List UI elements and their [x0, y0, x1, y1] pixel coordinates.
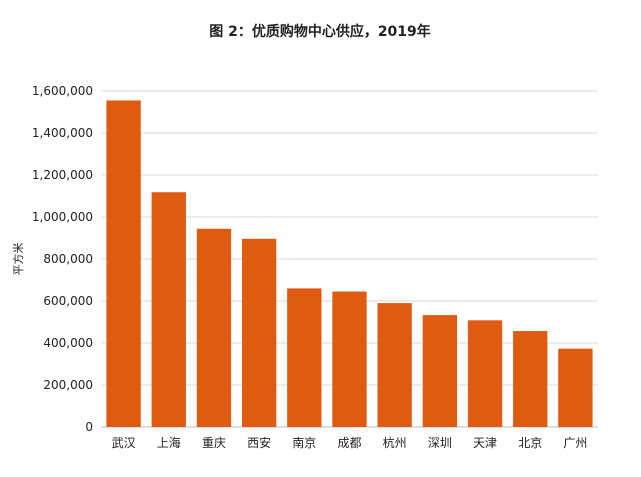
- bar-8: [422, 315, 458, 427]
- chart-title: 图 2：优质购物中心供应，2019年: [209, 23, 431, 40]
- y-tick-label: 1,200,000: [32, 168, 93, 182]
- x-tick-label: 南京: [292, 435, 316, 450]
- x-axis-ticks: 武汉 上海 重庆 西安 南京 成都 杭州 深圳 天津 北京 广州: [112, 435, 588, 450]
- y-tick-label: 400,000: [43, 336, 93, 350]
- bar-4: [241, 238, 277, 427]
- x-tick-label: 杭州: [383, 435, 407, 450]
- x-tick-label: 成都: [337, 436, 361, 450]
- bar-6: [332, 291, 367, 427]
- x-tick-label: 深圳: [428, 436, 452, 450]
- bar-3: [196, 228, 232, 427]
- bar-11: [558, 348, 593, 427]
- bars: [106, 100, 593, 427]
- bar-9: [467, 320, 503, 427]
- x-tick-label: 天津: [473, 436, 497, 450]
- y-tick-label: 200,000: [43, 378, 93, 392]
- y-tick-label: 1,400,000: [32, 126, 93, 140]
- y-axis-label: 平方米: [11, 243, 25, 276]
- bar-7: [377, 303, 412, 427]
- y-tick-label: 800,000: [43, 252, 93, 266]
- y-axis-ticks: 0 200,000 400,000 600,000 800,000 1,000,000 1,…: [32, 84, 93, 434]
- x-tick-label: 北京: [518, 436, 542, 450]
- x-tick-label: 西安: [247, 435, 271, 450]
- x-tick-label: 广州: [563, 436, 587, 450]
- x-tick-label: 上海: [157, 435, 181, 450]
- bar-2: [151, 192, 186, 427]
- y-tick-label: 1,000,000: [32, 210, 93, 224]
- bar-10: [513, 331, 548, 427]
- y-tick-label: 0: [85, 420, 93, 434]
- y-tick-label: 600,000: [43, 294, 93, 308]
- x-tick-label: 重庆: [202, 436, 226, 450]
- x-tick-label: 武汉: [112, 436, 136, 450]
- y-tick-label: 1,600,000: [32, 84, 93, 98]
- bar-1: [106, 100, 141, 427]
- bar-5: [287, 288, 322, 427]
